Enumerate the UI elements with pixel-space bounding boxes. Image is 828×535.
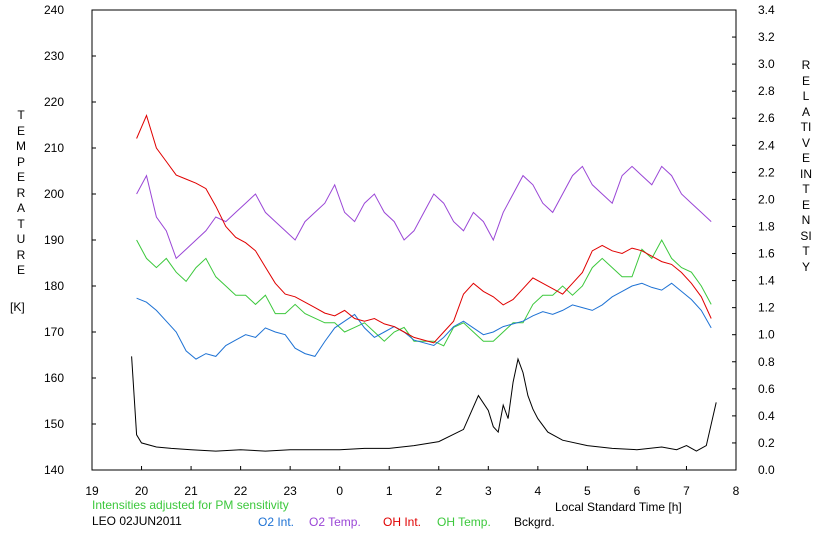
right-tick-label: 3.2 [758,30,775,44]
right-tick-label: 1.8 [758,219,775,233]
right-tick-label: 1.4 [758,274,775,288]
right-tick-label: 1.2 [758,301,775,315]
x-tick-label: 20 [135,484,149,498]
x-tick-label: 21 [184,484,198,498]
right-tick-label: 2.6 [758,111,775,125]
right-tick-label: 1.6 [758,247,775,261]
right-tick-label: 0.8 [758,355,775,369]
right-tick-label: 1.0 [758,328,775,342]
right-tick-label: 0.4 [758,409,775,423]
left-tick-label: 150 [44,417,64,431]
x-tick-label: 7 [683,484,690,498]
legend-o2-int: O2 Int. [258,515,295,529]
x-tick-label: 19 [85,484,99,498]
x-tick-label: 23 [283,484,297,498]
legend-bckgrd: Bckgrd. [514,515,555,529]
right-tick-label: 2.8 [758,84,775,98]
legend-oh-int: OH Int. [383,515,422,529]
left-axis-label: TEMPERATURE [16,108,26,277]
left-tick-label: 190 [44,233,64,247]
x-tick-label: 6 [634,484,641,498]
right-axis-label: RELATIVE INTENSITY [800,58,814,274]
left-tick-label: 170 [44,325,64,339]
x-tick-label: 3 [485,484,492,498]
right-tick-label: 0.6 [758,382,775,396]
series-line-bckgrd [131,356,717,452]
x-tick-label: 8 [733,484,740,498]
right-tick-label: 2.0 [758,192,775,206]
right-axis-ticks: 0.0 0.2 0.4 0.6 0.8 1.0 1.2 1.4 1.6 1.8 2.0 2.2 2.4 2… [732,3,775,477]
x-tick-label: 0 [336,484,343,498]
left-tick-label: 160 [44,371,64,385]
station-date-label: LEO 02JUN2011 [92,514,182,528]
series-layer [131,114,717,452]
left-tick-label: 140 [44,463,64,477]
x-tick-label: 1 [386,484,393,498]
right-tick-label: 3.0 [758,57,775,71]
x-tick-label: 4 [535,484,542,498]
series-line-oh-temp [136,238,712,347]
x-tick-label: 2 [435,484,442,498]
x-tick-label: 5 [584,484,591,498]
plot-frame [91,9,737,471]
left-axis-unit: [K] [10,300,25,314]
x-axis-label: Local Standard Time [h] [555,500,682,514]
left-axis-ticks: 140 150 160 170 180 190 200 210 220 230 240 [44,3,96,477]
left-tick-label: 240 [44,3,64,17]
legend-o2-temp: O2 Temp. [309,515,361,529]
series-line-o2-temp [136,165,712,260]
left-tick-label: 230 [44,49,64,63]
left-tick-label: 180 [44,279,64,293]
left-tick-label: 210 [44,141,64,155]
right-tick-label: 0.0 [758,463,775,477]
left-tick-label: 220 [44,95,64,109]
left-tick-label: 200 [44,187,64,201]
x-axis-ticks: 19 20 21 22 23 0 1 2 3 4 5 6 7 8 [85,466,740,498]
series-line-o2-int [136,282,712,360]
series-line-oh-int [136,114,712,344]
legend-oh-temp: OH Temp. [437,515,491,529]
pm-sensitivity-note: Intensities adjusted for PM sensitivity [92,498,289,512]
x-tick-label: 22 [234,484,248,498]
right-tick-label: 3.4 [758,3,775,17]
right-tick-label: 0.2 [758,436,775,450]
right-tick-label: 2.4 [758,138,775,152]
right-tick-label: 2.2 [758,165,775,179]
